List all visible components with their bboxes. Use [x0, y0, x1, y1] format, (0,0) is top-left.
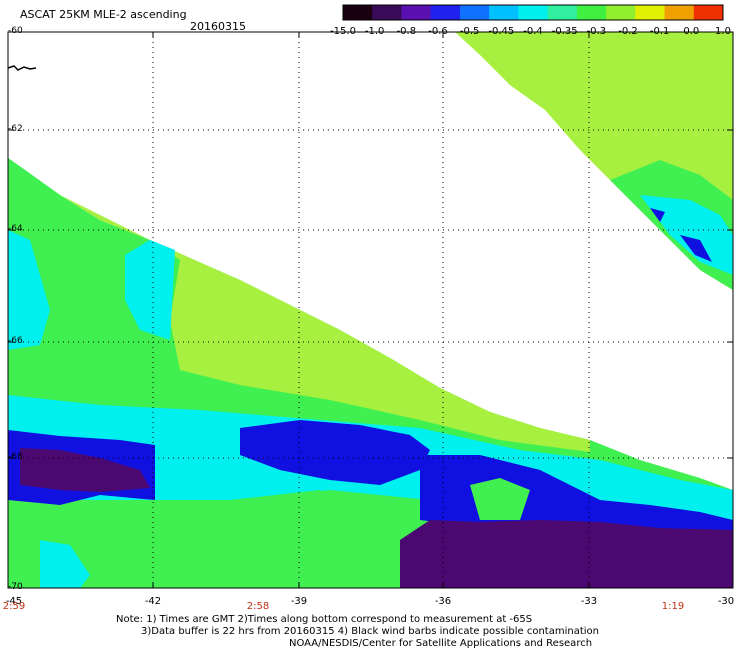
note-line-1: Note: 1) Times are GMT 2)Times along bot…	[116, 614, 533, 625]
longitude-label: -36	[434, 596, 452, 607]
time-label: 2:59	[2, 601, 26, 612]
color-scale-swatch	[693, 5, 724, 20]
coastline-mark	[7, 65, 37, 71]
latitude-label: -60	[8, 26, 23, 36]
longitude-label: -30	[717, 596, 735, 607]
color-scale-label: -0.3	[586, 26, 607, 37]
longitude-label: -33	[580, 596, 598, 607]
latitude-label: -70	[8, 582, 23, 592]
note-line-2: 3)Data buffer is 22 hrs from 20160315 4)…	[141, 626, 599, 637]
color-scale-swatch	[518, 5, 549, 20]
color-scale-label: -0.6	[428, 26, 448, 37]
map-date: 20160315	[190, 20, 246, 33]
color-scale-swatch	[401, 5, 432, 20]
color-scale-swatch	[606, 5, 636, 20]
scatterometer-field	[8, 32, 733, 588]
longitude-label: -39	[290, 596, 308, 607]
lat-lon-grid	[7, 31, 734, 589]
color-scale-label: -0.45	[488, 26, 515, 37]
longitude-label: -45	[5, 596, 23, 607]
color-scale-label: -1.0	[364, 26, 385, 37]
color-scale-label: -0.2	[618, 26, 638, 37]
color-scale-swatch	[430, 5, 461, 20]
time-label: 1:19	[661, 601, 685, 612]
color-scale-swatch	[664, 5, 695, 20]
color-scale-swatch	[547, 5, 578, 20]
map-title: ASCAT 25KM MLE-2 ascending	[20, 8, 187, 21]
color-scale-swatch	[635, 5, 666, 20]
latitude-label: -64	[8, 224, 23, 234]
latitude-label: -62	[8, 124, 23, 134]
color-scale-swatch	[372, 5, 402, 20]
latitude-label: -68	[8, 452, 23, 462]
note-line-3: NOAA/NESDIS/Center for Satellite Applica…	[289, 638, 593, 649]
color-scale-label: -0.5	[459, 26, 480, 37]
color-scale-label: 0.0	[683, 26, 700, 37]
latitude-label: -66	[8, 336, 23, 346]
time-label: 2:58	[246, 601, 270, 612]
color-scale-label: 1.0	[715, 26, 731, 37]
color-scale-label: -15.0	[330, 26, 356, 37]
color-scale-swatch	[343, 5, 373, 20]
longitude-label: -42	[144, 596, 162, 607]
color-scale-swatch	[489, 5, 519, 20]
color-scale-label: -0.8	[396, 26, 417, 37]
color-scale-label: -0.35	[551, 26, 578, 37]
color-scale-bar	[342, 4, 724, 21]
color-scale-swatch	[459, 5, 490, 20]
color-scale-label: -0.4	[523, 26, 543, 37]
color-scale-label: -0.1	[649, 26, 670, 37]
color-scale-swatch	[576, 5, 607, 20]
